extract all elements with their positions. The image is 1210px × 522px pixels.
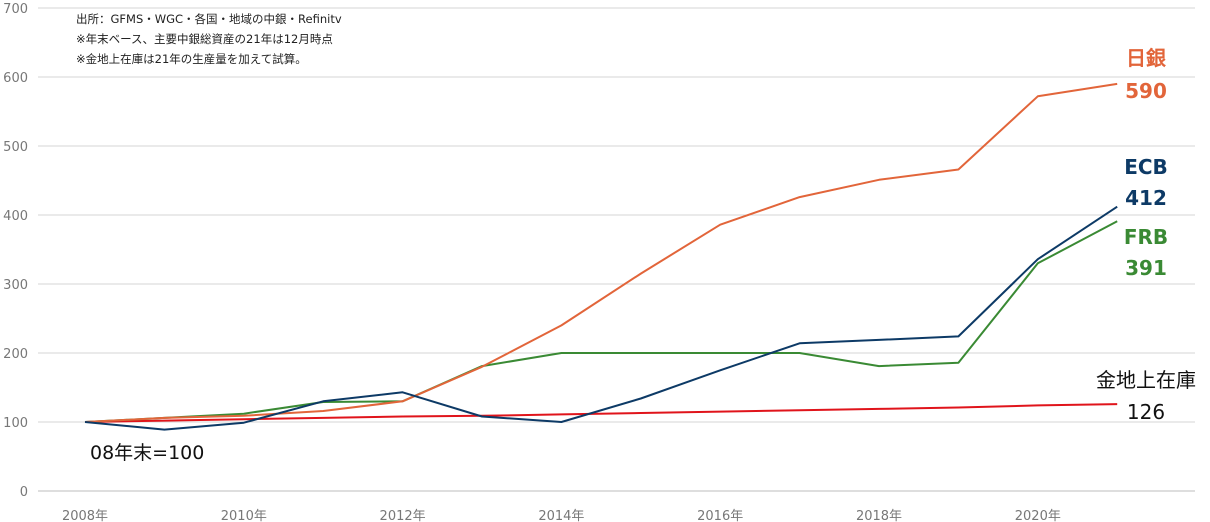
source-notes: 出所：GFMS・WGC・各国・地域の中銀・Refinitv ※年末ベース、主要中… [76, 12, 342, 66]
y-tick-label: 300 [3, 278, 28, 293]
x-tick-label: 2018年 [856, 509, 902, 522]
baseline-label: 08年末=100 [90, 442, 204, 464]
series-label-frb-name: FRB [1124, 225, 1168, 249]
series-label-boj-name: 日銀 [1126, 46, 1166, 70]
source-note-3: ※金地上在庫は21年の生産量を加えて試算。 [76, 52, 307, 66]
y-tick-label: 0 [20, 485, 28, 500]
source-note-2: ※年末ベース、主要中銀総資産の21年は12月時点 [76, 32, 333, 46]
x-axis-ticks: 2008年 2010年 2012年 2014年 2016年 2018年 2020年 [62, 509, 1061, 522]
x-tick-label: 2020年 [1015, 509, 1061, 522]
y-tick-label: 500 [3, 140, 28, 155]
y-tick-label: 600 [3, 71, 28, 86]
x-tick-label: 2010年 [221, 509, 267, 522]
series-label-ecb-value: 412 [1125, 186, 1167, 210]
series-line-ecb [84, 205, 1118, 431]
grid-lines [38, 7, 1195, 492]
series-line-boj [84, 82, 1118, 423]
series-line-frb [84, 220, 1118, 423]
y-tick-label: 700 [3, 2, 28, 17]
source-note-1: 出所：GFMS・WGC・各国・地域の中銀・Refinitv [76, 12, 342, 26]
x-tick-label: 2012年 [380, 509, 426, 522]
y-tick-label: 200 [3, 347, 28, 362]
x-tick-label: 2016年 [697, 509, 743, 522]
x-tick-label: 2008年 [62, 509, 108, 522]
series-label-gold-name: 金地上在庫 [1096, 368, 1196, 392]
series-label-gold-value: 126 [1127, 400, 1165, 424]
y-tick-label: 100 [3, 416, 28, 431]
series-lines [84, 82, 1118, 431]
y-tick-label: 400 [3, 209, 28, 224]
end-labels: 日銀 590 ECB 412 FRB 391 金地上在庫 126 [1096, 46, 1196, 424]
series-label-ecb-name: ECB [1124, 155, 1168, 179]
x-tick-label: 2014年 [538, 509, 584, 522]
series-label-boj-value: 590 [1125, 79, 1167, 103]
series-label-frb-value: 391 [1125, 256, 1167, 280]
y-axis-ticks: 0 100 200 300 400 500 600 700 [3, 2, 28, 500]
